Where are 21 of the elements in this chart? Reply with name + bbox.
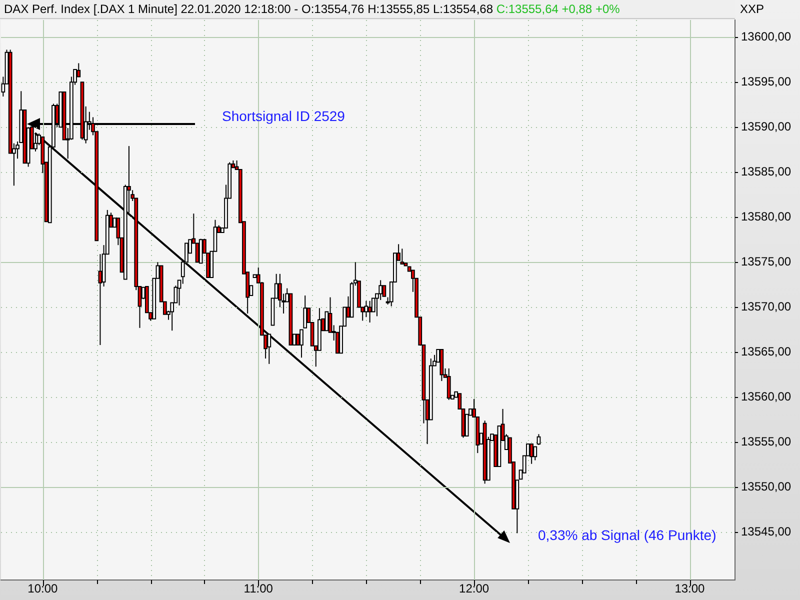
y-tick-label: 13580,00 xyxy=(741,209,792,224)
x-tick-label: 12:00 xyxy=(459,582,490,596)
y-tick-label: 13550,00 xyxy=(741,480,792,494)
x-tick-label: 11:00 xyxy=(244,582,274,596)
y-tick-label: 13575,00 xyxy=(741,254,792,268)
y-tick-label: 13545,00 xyxy=(741,524,792,539)
y-tick-label: 13565,00 xyxy=(741,344,792,359)
annotation: 0,33% ab Signal (46 Punkte) xyxy=(538,526,716,543)
y-tick-label: 13570,00 xyxy=(741,300,792,314)
annotation: Shortsignal ID 2529 xyxy=(222,108,346,124)
y-tick-label: 13555,00 xyxy=(741,434,792,449)
y-tick-label: 13590,00 xyxy=(741,119,792,134)
y-tick-label: 13560,00 xyxy=(741,390,792,404)
y-tick-label: 13600,00 xyxy=(741,29,792,44)
x-tick-label: 10:00 xyxy=(28,582,58,596)
y-axis-title: XXP xyxy=(740,1,764,18)
chart-subtitle: C:13555,64 +0,88 +0% xyxy=(496,2,620,16)
y-tick-label: 13585,00 xyxy=(741,164,792,178)
x-tick-label: 13:00 xyxy=(674,582,706,596)
y-tick-label: 13595,00 xyxy=(741,74,792,88)
chart-title: DAX Perf. Index [.DAX 1 Minute] 22.01.2020 12:18:00 - O:13554,76 H:13555,85 L:13554,68 xyxy=(4,2,494,16)
